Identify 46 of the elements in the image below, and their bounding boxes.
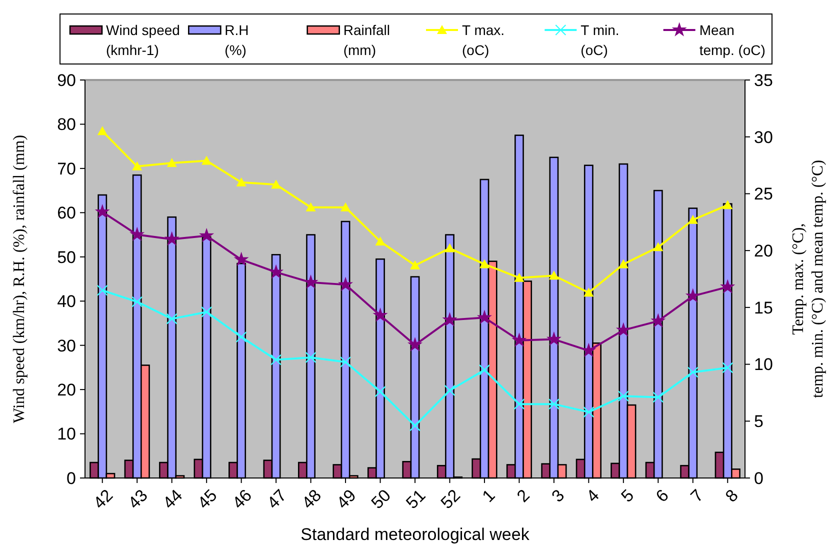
- x-tick-label: 44: [159, 486, 186, 513]
- y-tick-label: 20: [57, 380, 76, 400]
- x-tick-label: 6: [652, 486, 672, 506]
- x-tick-label: 45: [194, 486, 221, 513]
- x-tick-label: 3: [548, 486, 568, 506]
- x-tick-label: 46: [228, 486, 256, 513]
- y2-tick-label: 0: [754, 468, 764, 488]
- legend-label: T max. (oC): [462, 22, 505, 58]
- x-tick-label: 48: [298, 486, 326, 513]
- y-tick-label: 0: [66, 468, 76, 488]
- legend-label: T min. (oC): [580, 22, 620, 58]
- x-axis-title: Standard meteorological week: [300, 525, 530, 544]
- legend-label: Rainfall (mm): [343, 22, 390, 58]
- y-tick-label: 40: [57, 292, 76, 312]
- x-tick-label: 7: [687, 486, 708, 506]
- x-tick-label: 52: [437, 486, 464, 513]
- y-tick-label: 90: [57, 70, 76, 90]
- x-tick-label: 1: [478, 486, 499, 506]
- y2-axis-title: Temp. max. (°C), temp. min. (°C) and mean temp. (°C): [790, 160, 826, 398]
- y2-tick-label: 35: [754, 70, 773, 90]
- x-tick-label: 2: [513, 486, 534, 506]
- x-tick-label: 47: [263, 486, 290, 513]
- y2-tick-label: 25: [754, 184, 773, 204]
- y-tick-label: 50: [57, 248, 76, 267]
- y-tick-label: 30: [57, 336, 76, 356]
- x-tick-label: 50: [368, 486, 395, 513]
- y2-tick-label: 15: [754, 298, 773, 318]
- x-tick-label: 8: [722, 486, 742, 506]
- x-tick-label: 49: [332, 486, 360, 513]
- y-tick-label: 10: [57, 424, 76, 444]
- y-tick-label: 70: [57, 159, 76, 178]
- legend-label: Wind speed (kmhr-1): [106, 22, 180, 58]
- y-tick-label: 80: [57, 115, 76, 134]
- y-axis-title: Wind speed (km/hr), R.H. (%), rainfall (mm): [11, 134, 28, 424]
- x-tick-label: 51: [402, 486, 430, 513]
- y2-tick-label: 10: [754, 355, 773, 374]
- x-tick-label: 5: [618, 486, 638, 506]
- x-tick-label: 4: [582, 486, 603, 506]
- y-tick-label: 60: [57, 204, 76, 223]
- y2-tick-label: 30: [754, 128, 773, 147]
- x-tick-label: 43: [124, 486, 152, 513]
- x-tick-label: 42: [90, 486, 117, 513]
- y2-tick-label: 5: [754, 412, 764, 432]
- legend-label: R.H (%): [224, 22, 249, 58]
- legend-label: Mean temp. (oC): [699, 22, 766, 58]
- y2-tick-label: 20: [754, 242, 773, 261]
